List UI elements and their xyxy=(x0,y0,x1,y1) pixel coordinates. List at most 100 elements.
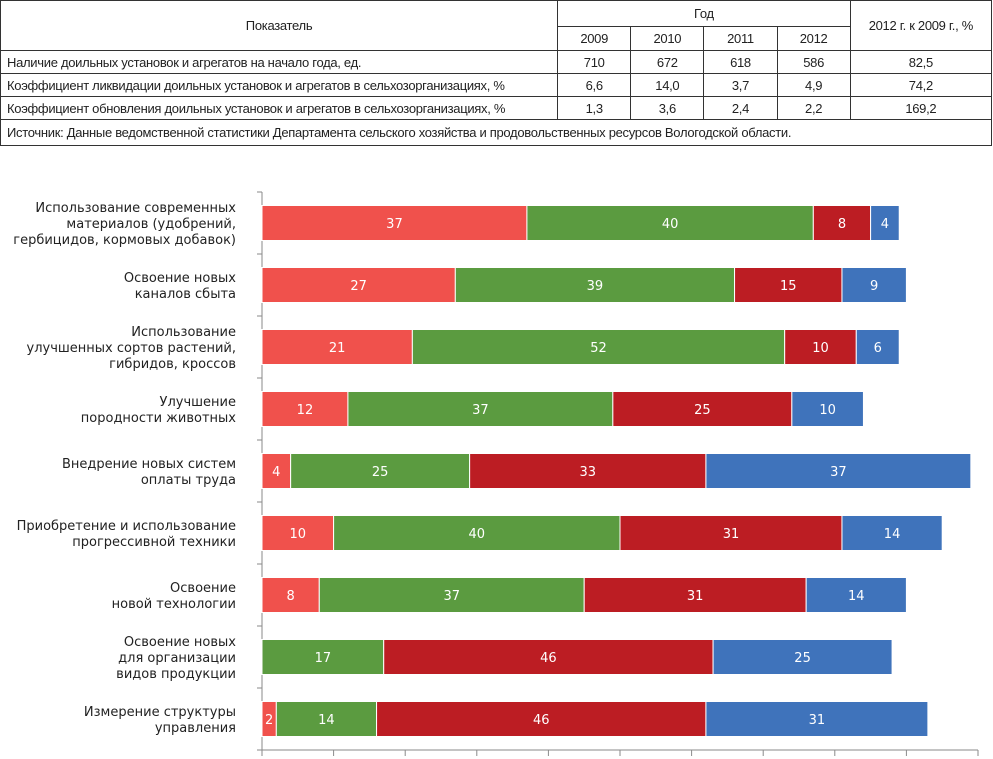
bar-segment-series-4 xyxy=(791,391,864,427)
bar-data-label: 8 xyxy=(286,589,294,604)
bar-data-label: 31 xyxy=(687,589,704,604)
bar-data-label: 52 xyxy=(590,341,607,356)
bar-segment-series-1 xyxy=(261,391,349,427)
bar-segment-series-2 xyxy=(318,577,585,613)
category-label: Приобретение и использование xyxy=(17,519,236,534)
category-label: Освоение новых xyxy=(124,271,236,286)
category-label: Измерение структуры xyxy=(84,705,236,720)
bar-segment-series-1 xyxy=(261,267,456,303)
bar-segment-series-2 xyxy=(261,639,385,675)
bar-segment-series-2 xyxy=(333,515,621,551)
category-label: гибридов, кроссов xyxy=(109,357,236,372)
ratio-header: 2012 г. к 2009 г., % xyxy=(849,0,993,51)
bar-segment-series-4 xyxy=(705,701,929,737)
bar-segment-series-3 xyxy=(619,515,843,551)
bar-segment-series-3 xyxy=(812,205,872,241)
cell-value: 3,6 xyxy=(630,96,705,120)
table-row: Наличие доильных установок и агрегатов н… xyxy=(0,50,993,74)
bar-segment-series-3 xyxy=(734,267,843,303)
bar-segment-series-2 xyxy=(290,453,471,489)
bar-data-label: 4 xyxy=(272,465,280,480)
category-label: для организации xyxy=(118,651,236,666)
bar-data-label: 6 xyxy=(874,341,882,356)
bar-data-label: 10 xyxy=(819,403,836,418)
category-label: управления xyxy=(155,721,236,736)
bar-data-label: 8 xyxy=(838,217,846,232)
stacked-bar-chart: 37 40 8 4 27 39 15 9 21 52 10 6 12 37 25 10 4 25 33 37 10 40 3… xyxy=(13,191,979,756)
cell-value: 2,2 xyxy=(776,96,851,120)
cell-ratio: 82,5 xyxy=(849,50,993,74)
bar-segment-series-2 xyxy=(526,205,814,241)
bar-data-label: 37 xyxy=(443,589,460,604)
cell-ratio: 74,2 xyxy=(849,73,993,97)
bar-data-label: 31 xyxy=(809,713,826,728)
bar-segment-series-4 xyxy=(841,267,907,303)
cell-value: 586 xyxy=(776,50,851,74)
category-label: видов продукции xyxy=(116,667,236,682)
bar-data-label: 37 xyxy=(472,403,489,418)
bar-data-label: 14 xyxy=(848,589,865,604)
bar-segment-series-4 xyxy=(855,329,900,365)
bar-data-label: 27 xyxy=(350,279,367,294)
category-label: новой технологии xyxy=(112,597,236,612)
bar-segment-series-3 xyxy=(469,453,707,489)
year-header: 2011 xyxy=(703,26,778,51)
table-header-row: Показатель Год 2012 г. к 2009 г., % xyxy=(0,0,993,51)
cell-value: 3,7 xyxy=(703,73,778,97)
bar-data-label: 25 xyxy=(694,403,711,418)
cell-value: 4,9 xyxy=(776,73,851,97)
cell-value: 672 xyxy=(630,50,705,74)
bar-segment-series-4 xyxy=(841,515,943,551)
cell-value: 618 xyxy=(703,50,778,74)
cell-value: 14,0 xyxy=(630,73,705,97)
bar-data-label: 40 xyxy=(662,217,679,232)
bar-data-label: 4 xyxy=(881,217,889,232)
row-label: Наличие доильных установок и агрегатов н… xyxy=(0,50,559,74)
category-label: улучшенных сортов растений, xyxy=(27,341,237,356)
bar-segment-series-1 xyxy=(261,515,335,551)
category-label: материалов (удобрений, xyxy=(66,217,236,232)
bar-segment-series-2 xyxy=(347,391,614,427)
bar-data-label: 14 xyxy=(318,713,335,728)
table-row: Коэффициент обновления доильных установо… xyxy=(0,96,993,120)
category-label: прогрессивной техники xyxy=(72,535,236,550)
bar-segment-series-1 xyxy=(261,453,292,489)
bar-data-label: 17 xyxy=(315,651,332,666)
category-label: Освоение xyxy=(170,581,236,596)
bar-data-label: 37 xyxy=(386,217,403,232)
bar-data-label: 25 xyxy=(794,651,811,666)
bar-data-label: 25 xyxy=(372,465,389,480)
cell-value: 710 xyxy=(557,50,632,74)
table-source-row: Источник: Данные ведомственной статистик… xyxy=(0,119,992,146)
bar-data-label: 10 xyxy=(290,527,307,542)
row-label: Коэффициент обновления доильных установо… xyxy=(0,96,559,120)
bar-data-label: 21 xyxy=(329,341,346,356)
bar-data-label: 2 xyxy=(265,713,273,728)
year-group-header: Год xyxy=(557,0,851,27)
bar-segment-series-2 xyxy=(454,267,736,303)
bar-data-label: 33 xyxy=(580,465,597,480)
bar-segment-series-2 xyxy=(411,329,786,365)
bar-data-label: 15 xyxy=(780,279,797,294)
bar-segment-series-1 xyxy=(261,329,413,365)
chart-bars: 37 40 8 4 27 39 15 9 21 52 10 6 12 37 25 10 4 25 33 37 10 40 3… xyxy=(261,205,972,737)
bar-segment-series-2 xyxy=(275,701,378,737)
row-label: Коэффициент ликвидации доильных установо… xyxy=(0,73,559,97)
bar-data-label: 46 xyxy=(540,651,557,666)
bar-data-label: 12 xyxy=(297,403,314,418)
category-label: породности животных xyxy=(81,411,237,426)
bar-data-label: 14 xyxy=(884,527,901,542)
bar-data-label: 39 xyxy=(587,279,604,294)
cell-value: 6,6 xyxy=(557,73,632,97)
year-header: 2010 xyxy=(630,26,705,51)
indicator-header: Показатель xyxy=(0,0,559,51)
statistics-table: Показатель Год 2012 г. к 2009 г., % 2009… xyxy=(0,0,993,146)
bar-data-label: 31 xyxy=(723,527,740,542)
bar-data-label: 37 xyxy=(830,465,847,480)
source-note: Источник: Данные ведомственной статистик… xyxy=(0,119,992,146)
bar-segment-series-4 xyxy=(805,577,907,613)
category-label: Освоение новых xyxy=(124,635,236,650)
category-label: Использование современных xyxy=(35,201,236,216)
table-row: Коэффициент ликвидации доильных установо… xyxy=(0,73,993,97)
